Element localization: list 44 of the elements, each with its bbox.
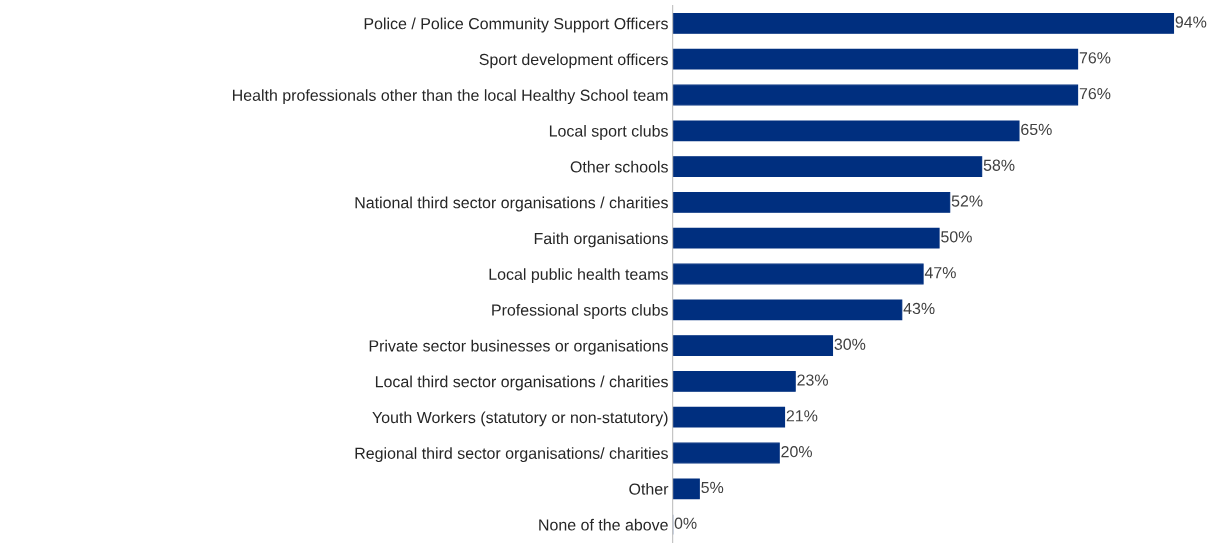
- data-label: 21%: [786, 410, 818, 422]
- bar: [672, 84, 1079, 106]
- data-label: 47%: [924, 267, 956, 279]
- data-label: 20%: [781, 445, 812, 458]
- bar: [672, 335, 834, 357]
- y-tick-label: Other schools: [570, 160, 668, 173]
- bar: [672, 48, 1079, 70]
- y-tick-label: Faith organisations: [534, 232, 668, 248]
- y-tick-label: Youth Workers (statutory or non-statutory): [372, 411, 668, 427]
- y-tick-label: Local third sector organisations / charities: [375, 375, 668, 391]
- y-tick-label: Health professionals other than the local Healthy School team: [233, 89, 668, 105]
- y-tick-label: Regional third sector organisations/ charities: [355, 447, 668, 463]
- y-tick-label: Professional sports clubs: [492, 304, 668, 319]
- data-label: 23%: [797, 374, 828, 386]
- bar: [672, 371, 796, 392]
- bar: [672, 227, 940, 249]
- data-label: 76%: [1079, 87, 1111, 100]
- data-label: 30%: [834, 338, 866, 350]
- bar: [672, 12, 1175, 34]
- y-tick-label: None of the above: [539, 518, 668, 531]
- bar: [672, 263, 924, 285]
- y-tick-label: Local sport clubs: [549, 125, 668, 140]
- y-tick-label: Private sector businesses or organisations: [369, 339, 668, 355]
- y-tick-label: Police / Police Community Support Officers: [364, 17, 668, 33]
- data-label: 94%: [1175, 16, 1207, 28]
- data-label: 52%: [951, 195, 983, 207]
- bar: [672, 406, 786, 428]
- bar: [672, 191, 951, 213]
- data-label: 65%: [1021, 123, 1052, 136]
- data-label: 0%: [674, 517, 697, 529]
- y-tick-label: Local public health teams: [489, 268, 668, 284]
- bar: [672, 120, 1020, 142]
- bar: [672, 442, 780, 464]
- data-label: 5%: [701, 481, 724, 494]
- data-label: 43%: [903, 302, 935, 315]
- bar: [672, 156, 983, 177]
- y-tick-label: Sport development officers: [479, 53, 668, 69]
- bar: [672, 299, 903, 321]
- bar: [672, 478, 700, 500]
- data-label: 58%: [983, 159, 1015, 171]
- y-tick-label: National third sector organisations / charities: [355, 196, 668, 212]
- y-tick-label: Other: [629, 483, 669, 495]
- data-label: 50%: [941, 231, 972, 243]
- data-label: 76%: [1079, 52, 1111, 64]
